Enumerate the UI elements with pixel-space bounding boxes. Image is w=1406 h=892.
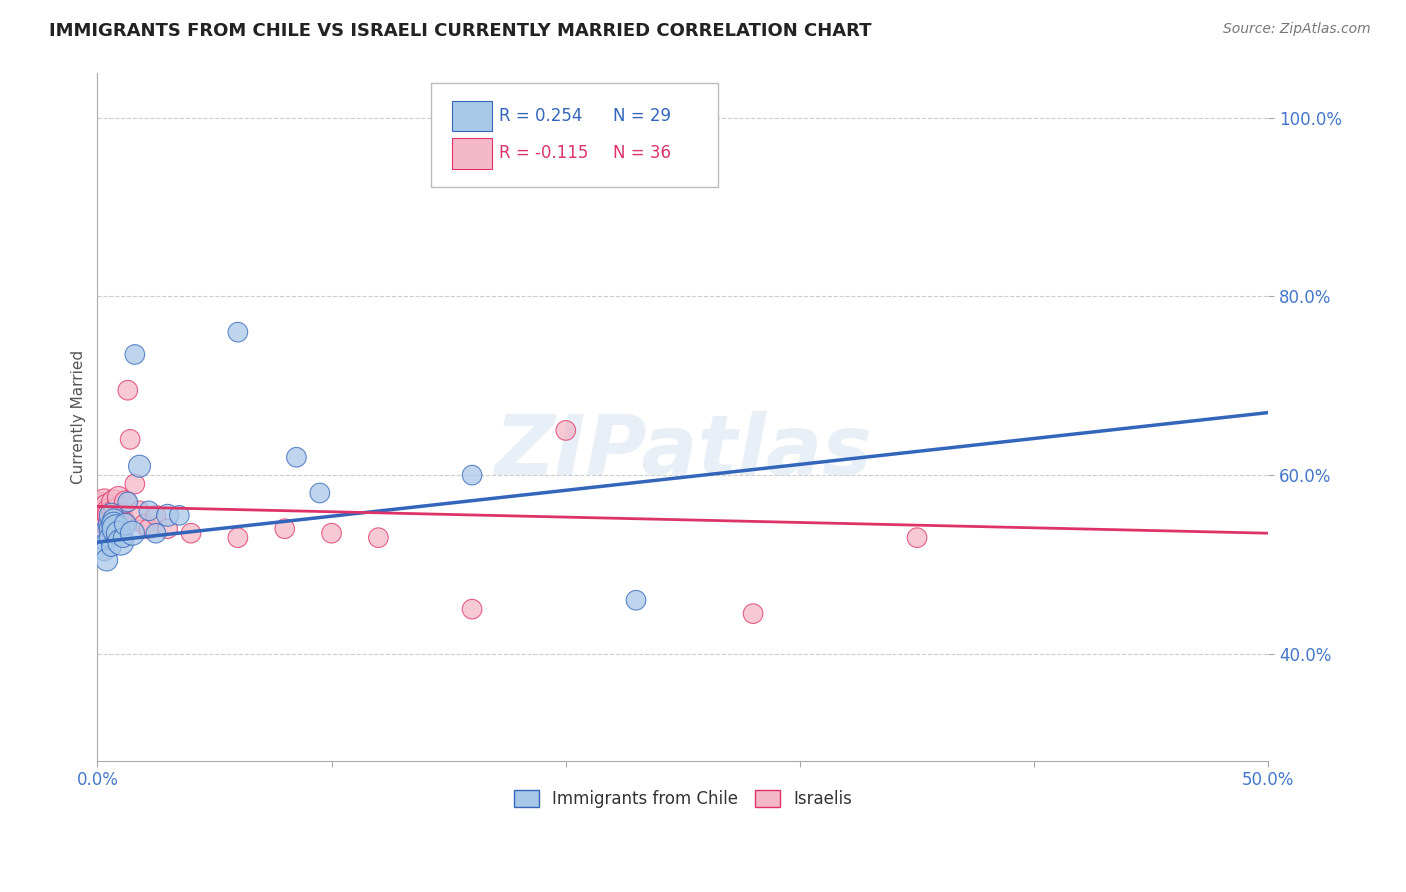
Point xyxy=(100,508,122,523)
Text: N = 29: N = 29 xyxy=(613,107,671,126)
Point xyxy=(98,517,121,532)
Point xyxy=(624,593,647,607)
Point xyxy=(98,531,121,545)
Point xyxy=(138,522,160,536)
Point xyxy=(128,459,150,474)
Point xyxy=(96,500,118,514)
FancyBboxPatch shape xyxy=(453,138,492,169)
Point xyxy=(120,433,142,447)
Point xyxy=(226,325,249,339)
Point xyxy=(93,517,115,532)
Point xyxy=(285,450,308,465)
Point xyxy=(554,424,576,438)
Y-axis label: Currently Married: Currently Married xyxy=(72,350,86,484)
Point xyxy=(124,477,146,491)
Point xyxy=(905,531,928,545)
Point xyxy=(96,522,118,536)
Point xyxy=(138,504,160,518)
Point xyxy=(134,517,156,532)
Point xyxy=(93,544,115,558)
Point xyxy=(100,540,122,554)
Point xyxy=(156,522,179,536)
Point xyxy=(96,517,118,532)
Point xyxy=(98,504,121,518)
Point xyxy=(105,522,128,536)
Text: R = -0.115: R = -0.115 xyxy=(499,145,588,162)
Point xyxy=(124,347,146,361)
Point xyxy=(273,522,295,536)
Point xyxy=(110,535,132,549)
Point xyxy=(321,526,343,541)
Point xyxy=(156,508,179,523)
Point xyxy=(128,504,150,518)
Point xyxy=(461,602,484,616)
Point xyxy=(105,517,128,532)
Point xyxy=(91,500,114,514)
Point xyxy=(103,495,125,509)
Point xyxy=(117,495,139,509)
Point xyxy=(98,522,121,536)
Point xyxy=(110,508,132,523)
Point xyxy=(180,526,202,541)
Point xyxy=(145,526,167,541)
Point xyxy=(107,491,129,505)
Point xyxy=(742,607,765,621)
Point xyxy=(461,468,484,483)
Point xyxy=(121,526,143,541)
Point xyxy=(114,495,136,509)
Point xyxy=(96,553,118,567)
Point xyxy=(112,517,135,532)
Text: N = 36: N = 36 xyxy=(613,145,671,162)
Point xyxy=(103,517,125,532)
Point xyxy=(107,526,129,541)
Point xyxy=(91,517,114,532)
Point xyxy=(100,508,122,523)
Point xyxy=(169,508,191,523)
Text: ZIPatlas: ZIPatlas xyxy=(494,411,872,491)
FancyBboxPatch shape xyxy=(453,101,492,131)
Text: IMMIGRANTS FROM CHILE VS ISRAELI CURRENTLY MARRIED CORRELATION CHART: IMMIGRANTS FROM CHILE VS ISRAELI CURRENT… xyxy=(49,22,872,40)
Point xyxy=(367,531,389,545)
Point xyxy=(100,522,122,536)
Point xyxy=(112,531,135,545)
Point xyxy=(93,535,115,549)
Text: R = 0.254: R = 0.254 xyxy=(499,107,582,126)
Point xyxy=(89,508,111,523)
FancyBboxPatch shape xyxy=(432,83,718,186)
Legend: Immigrants from Chile, Israelis: Immigrants from Chile, Israelis xyxy=(508,783,859,814)
Point xyxy=(103,513,125,527)
Point xyxy=(91,526,114,541)
Point xyxy=(117,383,139,397)
Point xyxy=(105,504,128,518)
Point xyxy=(103,504,125,518)
Point xyxy=(93,495,115,509)
Text: Source: ZipAtlas.com: Source: ZipAtlas.com xyxy=(1223,22,1371,37)
Point xyxy=(226,531,249,545)
Point xyxy=(308,486,330,500)
Point xyxy=(114,517,136,532)
Point xyxy=(145,508,167,523)
